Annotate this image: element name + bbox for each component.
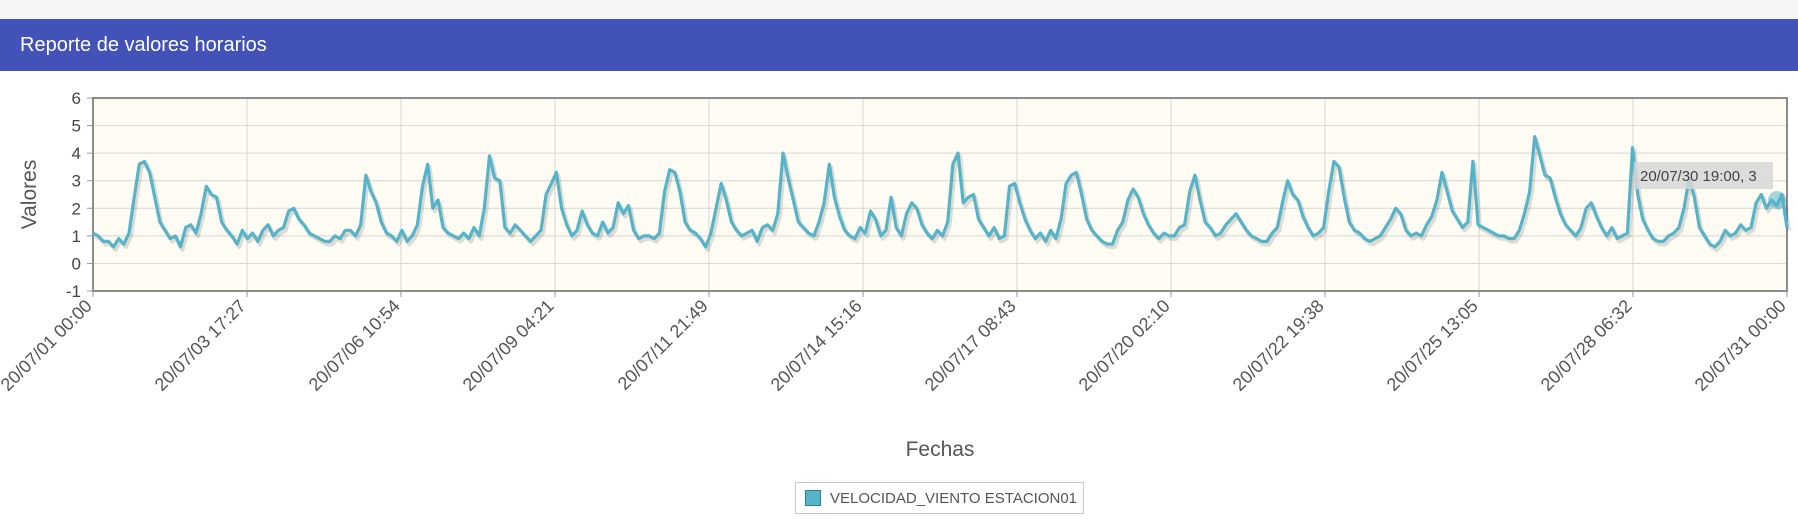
x-tick-label: 20/07/14 15:16 [767,296,866,395]
y-tick-label: -1 [66,282,81,301]
plot-area [93,98,1787,291]
y-axis-title: Valores [18,160,41,230]
y-tick-label: 4 [72,144,81,163]
y-tick-label: 1 [72,227,81,246]
x-tick-label: 20/07/01 00:00 [0,296,96,395]
x-axis-title: Fechas [906,438,975,461]
top-strip [0,0,1798,19]
series-line [92,134,1789,249]
legend[interactable]: VELOCIDAD_VIENTO ESTACION01 [795,482,1084,514]
tooltip-box [1634,162,1773,189]
y-tick-label: 6 [72,89,81,108]
legend-swatch [805,490,821,506]
x-tick-label: 20/07/22 19:38 [1229,296,1328,395]
legend-label: VELOCIDAD_VIENTO ESTACION01 [830,490,1078,507]
x-tick-label: 20/07/28 06:32 [1537,296,1636,395]
y-tick-label: 0 [72,254,81,273]
x-tick-label: 20/07/20 02:10 [1075,296,1174,395]
x-tick-label: 20/07/06 10:54 [305,296,404,395]
line-chart: 6 5 4 3 2 1 0 -120/07/01 00:00 20/07/03 17:27 20/… [0,89,1791,461]
highlight-point [1768,191,1786,210]
x-tick-label: 20/07/11 21:49 [614,296,712,394]
x-tick-label: 20/07/25 13:05 [1383,296,1482,395]
x-tick-label: 20/07/31 00:00 [1691,296,1790,395]
tooltip-text: 20/07/30 19:00, 3 [1640,168,1757,185]
panel-title: Reporte de valores horarios [20,34,267,56]
x-tick-label: 20/07/17 08:43 [921,296,1020,395]
x-tick-label: 20/07/03 17:27 [151,296,250,395]
panel-header: Reporte de valores horarios [0,19,1798,71]
y-tick-label: 5 [72,117,81,136]
plot-border [92,97,1788,292]
y-tick-label: 2 [72,199,81,218]
y-tick-label: 3 [72,172,81,191]
x-tick-label: 20/07/09 04:21 [459,296,558,395]
